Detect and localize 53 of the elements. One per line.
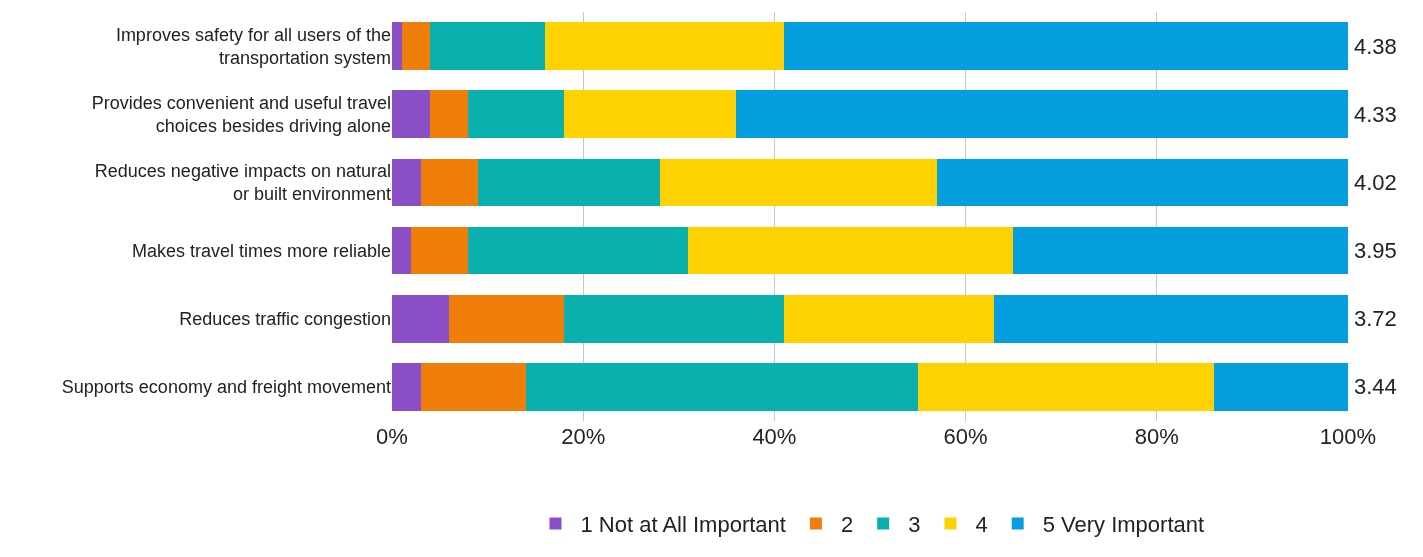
bar <box>1214 363 1348 411</box>
text: 4.02 <box>1354 170 1397 195</box>
text: 4.38 <box>1354 34 1397 59</box>
y-tick-label: Improves safety for all users of the transportation system <box>115 24 391 69</box>
bar <box>392 90 431 139</box>
y-tick-label: Makes travel times more reliable <box>131 240 391 261</box>
y-tick-label: Reduces negative impacts on natural or built environment <box>94 161 391 205</box>
text: 4.33 <box>1354 102 1397 127</box>
x-tick-label: 0% <box>376 424 408 449</box>
legend-label: 2 <box>840 512 854 538</box>
text: 3.72 <box>1354 306 1397 331</box>
bar <box>411 226 469 275</box>
bar <box>478 158 660 207</box>
bar <box>392 22 402 70</box>
x-tick-label: 80% <box>1134 424 1179 449</box>
x-tick-label: 100% <box>1319 424 1377 449</box>
bar <box>392 158 421 207</box>
bar <box>544 22 784 70</box>
x-tick-label: 60% <box>943 424 988 449</box>
bar <box>392 226 412 275</box>
bar <box>392 363 421 411</box>
legend-label: 1 Not at All Important <box>580 512 786 538</box>
y-tick-label: Provides convenient and useful travel choices besides driving alone <box>91 92 391 137</box>
bar <box>420 158 479 207</box>
bar <box>688 226 1014 275</box>
text: 3.44 <box>1354 374 1397 399</box>
bar <box>783 22 1348 70</box>
y-tick-label: Reduces traffic congestion <box>179 309 391 330</box>
bar <box>994 294 1348 343</box>
bar <box>564 90 737 139</box>
bar <box>564 294 784 343</box>
x-tick-label: 20% <box>561 424 606 449</box>
bar <box>917 363 1215 411</box>
bar <box>936 158 1348 207</box>
bar <box>525 363 918 411</box>
legend-label: 5 Very Important <box>1042 512 1205 538</box>
bar <box>1013 226 1348 275</box>
bar <box>783 294 995 343</box>
bar <box>401 22 431 70</box>
bar <box>659 158 937 207</box>
bar <box>449 294 565 343</box>
x-tick-label: 40% <box>752 424 797 449</box>
bar <box>468 226 689 275</box>
bar <box>736 90 1348 139</box>
bar <box>420 363 526 411</box>
bar <box>430 22 545 70</box>
bar <box>430 90 469 139</box>
bar <box>468 90 565 139</box>
legend-label: 4 <box>975 512 988 538</box>
legend-label: 3 <box>908 512 921 538</box>
text: 3.95 <box>1354 238 1397 263</box>
bar <box>392 294 450 343</box>
y-tick-label: Supports economy and freight movement <box>61 377 391 398</box>
